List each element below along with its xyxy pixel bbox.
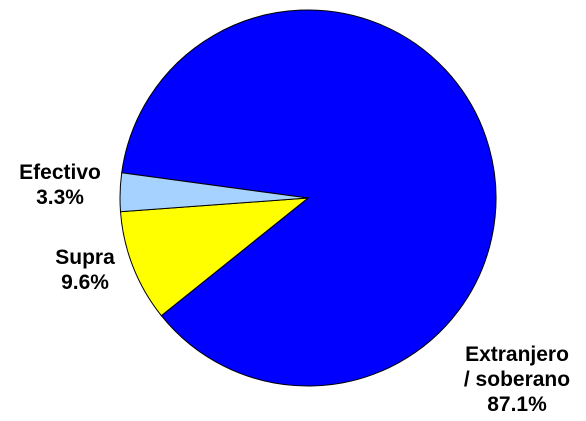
slice-label-extranjero-value: 87.1% — [487, 393, 547, 416]
slice-label-efectivo-name: Efectivo — [19, 161, 101, 184]
slice-label-extranjero-soberano: Extranjero / soberano 87.1% — [455, 342, 579, 417]
pie-slice-supra — [119, 197, 310, 317]
slice-label-efectivo: Efectivo 3.3% — [15, 160, 105, 210]
slice-label-extranjero-line2: / soberano — [463, 368, 571, 391]
slice-label-extranjero-line1: Extranjero — [465, 343, 569, 366]
pie-slice-extranjero-soberano — [121, 9, 497, 387]
slice-label-supra-value: 9.6% — [61, 271, 109, 294]
slice-label-efectivo-value: 3.3% — [36, 186, 84, 209]
pie-slice-efectivo — [119, 172, 309, 213]
slice-label-supra: Supra 9.6% — [45, 245, 125, 295]
slice-label-supra-name: Supra — [55, 246, 115, 269]
